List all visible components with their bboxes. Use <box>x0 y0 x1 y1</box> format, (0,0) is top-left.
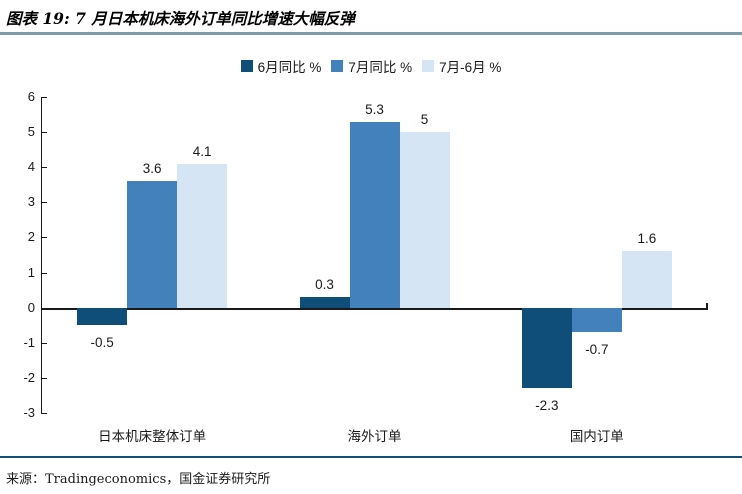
bar-value-label: 1.6 <box>637 231 657 247</box>
y-axis-label: 1 <box>27 264 35 280</box>
y-axis-label: 4 <box>27 159 35 175</box>
y-axis-tick <box>41 97 47 98</box>
title-divider <box>0 32 742 35</box>
bar <box>621 251 672 308</box>
bar-value-label: 4.1 <box>192 143 212 159</box>
legend-swatch <box>422 60 435 72</box>
y-axis-tick <box>41 273 47 274</box>
y-axis-tick <box>41 413 47 414</box>
bar-value-label: -0.7 <box>585 342 609 358</box>
y-axis-label: 5 <box>27 124 35 140</box>
x-axis-line <box>41 308 708 310</box>
legend-item: 6月同比 % <box>240 56 322 76</box>
bar <box>521 307 572 389</box>
y-axis-tick <box>41 202 47 203</box>
legend-item: 7月同比 % <box>331 56 412 76</box>
bar <box>299 297 350 308</box>
chart-title: 图表 19: 7 月日本机床海外订单同比增速大幅反弹 <box>6 9 355 28</box>
bar <box>77 307 128 326</box>
y-axis-label: 0 <box>27 299 35 315</box>
bar-value-label: -2.3 <box>535 398 559 414</box>
y-axis-label: -3 <box>23 405 35 420</box>
y-axis-label: -1 <box>23 334 35 350</box>
bar <box>127 181 178 308</box>
y-axis-tick <box>41 167 47 168</box>
bar-value-label: 5.3 <box>365 101 384 117</box>
y-axis-label: 3 <box>27 194 35 210</box>
y-axis-label: 6 <box>27 89 35 104</box>
category-label: 国内订单 <box>569 429 624 445</box>
legend-label: 7月-6月 % <box>439 60 502 75</box>
y-axis-tick <box>41 343 47 344</box>
y-axis-tick <box>41 237 47 238</box>
bar <box>349 121 400 308</box>
category-label: 日本机床整体订单 <box>98 429 207 445</box>
bar-value-label: 3.6 <box>142 161 162 177</box>
legend-swatch <box>240 60 253 72</box>
bar <box>177 163 228 308</box>
x-axis-end-tick <box>706 302 708 309</box>
bar-value-label: -0.5 <box>90 335 114 351</box>
y-axis-tick <box>41 132 47 133</box>
y-axis-line <box>41 97 42 413</box>
bar-value-label: 0.3 <box>315 277 334 293</box>
legend-swatch <box>331 60 344 72</box>
legend-item: 7月-6月 % <box>422 56 501 76</box>
legend-label: 6月同比 % <box>257 60 322 75</box>
y-axis-label: 2 <box>27 229 35 245</box>
source-divider <box>0 456 742 458</box>
y-axis-tick <box>41 378 47 379</box>
bar-value-label: 5 <box>420 112 429 128</box>
chart-legend: 6月同比 % 7月同比 % 7月-6月 % <box>0 56 742 76</box>
legend-label: 7月同比 % <box>348 60 413 75</box>
y-axis-label: -2 <box>23 369 35 385</box>
category-label: 海外订单 <box>347 429 402 445</box>
bar <box>571 307 622 333</box>
source-note: 来源：Tradingeconomics，国金证券研究所 <box>6 472 271 487</box>
bar <box>399 132 450 308</box>
